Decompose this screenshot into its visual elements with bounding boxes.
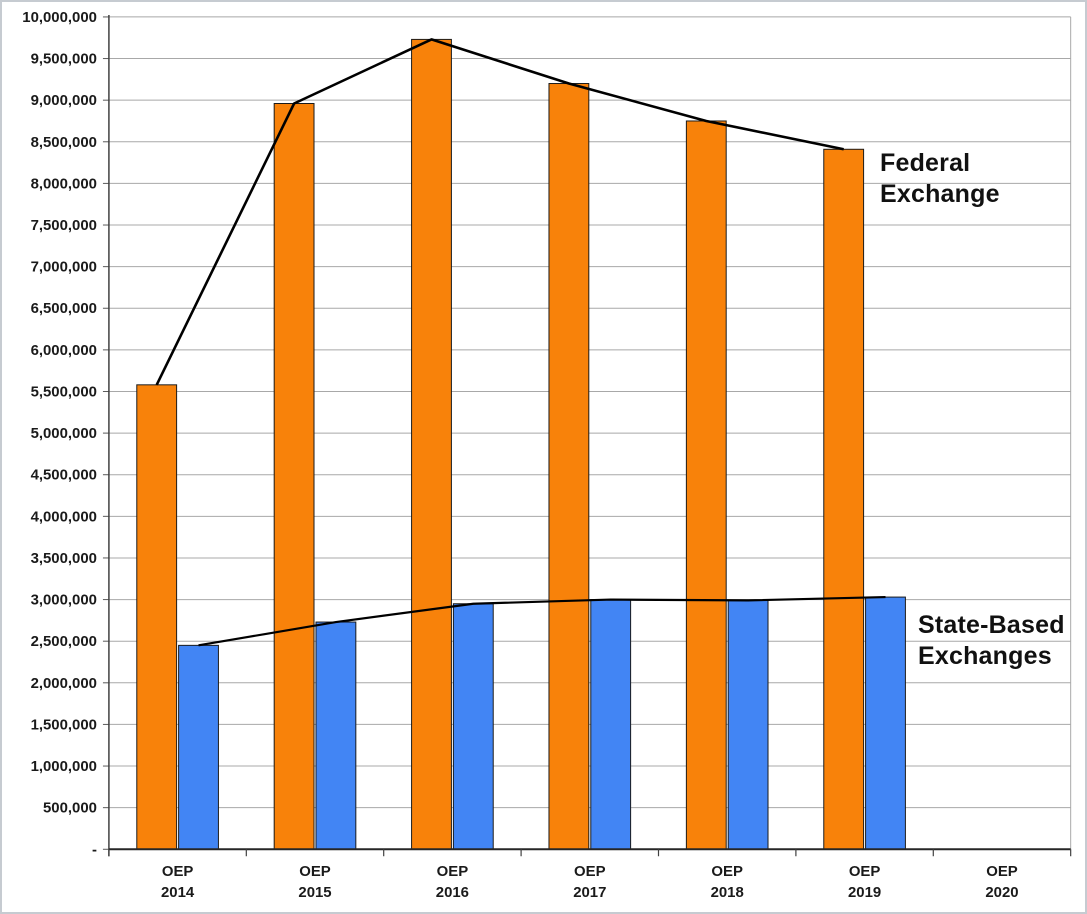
y-axis-tick-label: 9,500,000 xyxy=(31,51,97,68)
axes xyxy=(108,14,1072,857)
y-axis-tick-label: 9,000,000 xyxy=(31,92,97,109)
y-axis-tick-label: 5,000,000 xyxy=(31,425,97,442)
state-based-exchanges-bar xyxy=(590,599,632,850)
x-axis-category-label: OEP 2015 xyxy=(298,863,331,901)
bar-series xyxy=(136,38,906,850)
y-axis-tick-label: 10,000,000 xyxy=(22,9,97,26)
state-based-exchanges-bar xyxy=(727,599,769,850)
x-axis-labels: OEP 2014 OEP 2015 OEP 2016 OEP 2017 OEP 2018 OEP 20… xyxy=(161,863,1019,901)
state-based-exchanges-bar xyxy=(865,596,906,850)
federal-exchange-bar xyxy=(548,83,590,850)
y-axis-tick-label: 2,500,000 xyxy=(31,633,97,650)
y-axis-tick-label: 500,000 xyxy=(43,800,97,817)
federal-exchange-bar xyxy=(823,148,865,850)
y-axis-tick-label: 5,500,000 xyxy=(31,383,97,400)
x-axis-category-label: OEP 2020 xyxy=(985,863,1018,901)
x-axis-category-label: OEP 2016 xyxy=(436,863,469,901)
trend-lines xyxy=(155,38,886,647)
y-axis-tick-label: 6,500,000 xyxy=(31,300,97,317)
y-axis-labels: - 500,000 1,000,000 1,500,000 2,000,000 2,500… xyxy=(22,9,97,858)
federal-exchange-bar xyxy=(136,384,178,850)
y-axis-tick-label: 4,000,000 xyxy=(31,508,97,525)
y-axis-tick-label: 1,500,000 xyxy=(31,716,97,733)
y-axis-tick-label: 4,500,000 xyxy=(31,467,97,484)
federal-exchange-bar xyxy=(273,103,315,850)
federal-exchange-trend-line xyxy=(155,38,844,386)
x-axis-category-label: OEP 2014 xyxy=(161,863,195,901)
gridlines xyxy=(102,16,1072,850)
y-axis-tick-label: 8,500,000 xyxy=(31,134,97,151)
state-based-exchanges-trend-line xyxy=(198,595,886,647)
y-axis-tick-label: 7,500,000 xyxy=(31,217,97,234)
state-based-exchanges-bar xyxy=(315,621,357,850)
federal-exchange-bar xyxy=(685,120,727,850)
federal-exchange-series-label: Federal Exchange xyxy=(880,149,1000,208)
y-axis-tick-label: 7,000,000 xyxy=(31,259,97,276)
y-axis-tick-label: 6,000,000 xyxy=(31,342,97,359)
y-axis-tick-label: 8,000,000 xyxy=(31,175,97,192)
federal-exchange-bar xyxy=(411,38,452,850)
y-axis-tick-label: 2,000,000 xyxy=(31,675,97,692)
y-axis-tick-label: 3,000,000 xyxy=(31,592,97,609)
y-axis-tick-label: - xyxy=(92,841,97,858)
y-axis-tick-label: 3,500,000 xyxy=(31,550,97,567)
state-based-exchanges-bar xyxy=(452,603,494,850)
x-axis-category-label: OEP 2017 xyxy=(573,863,606,901)
x-axis-category-label: OEP 2018 xyxy=(711,863,744,901)
y-axis-tick-label: 1,000,000 xyxy=(31,758,97,775)
x-axis-category-label: OEP 2019 xyxy=(848,863,881,901)
state-based-exchanges-bar xyxy=(178,644,219,850)
state-based-exchanges-series-label: State-Based Exchanges xyxy=(918,611,1065,670)
